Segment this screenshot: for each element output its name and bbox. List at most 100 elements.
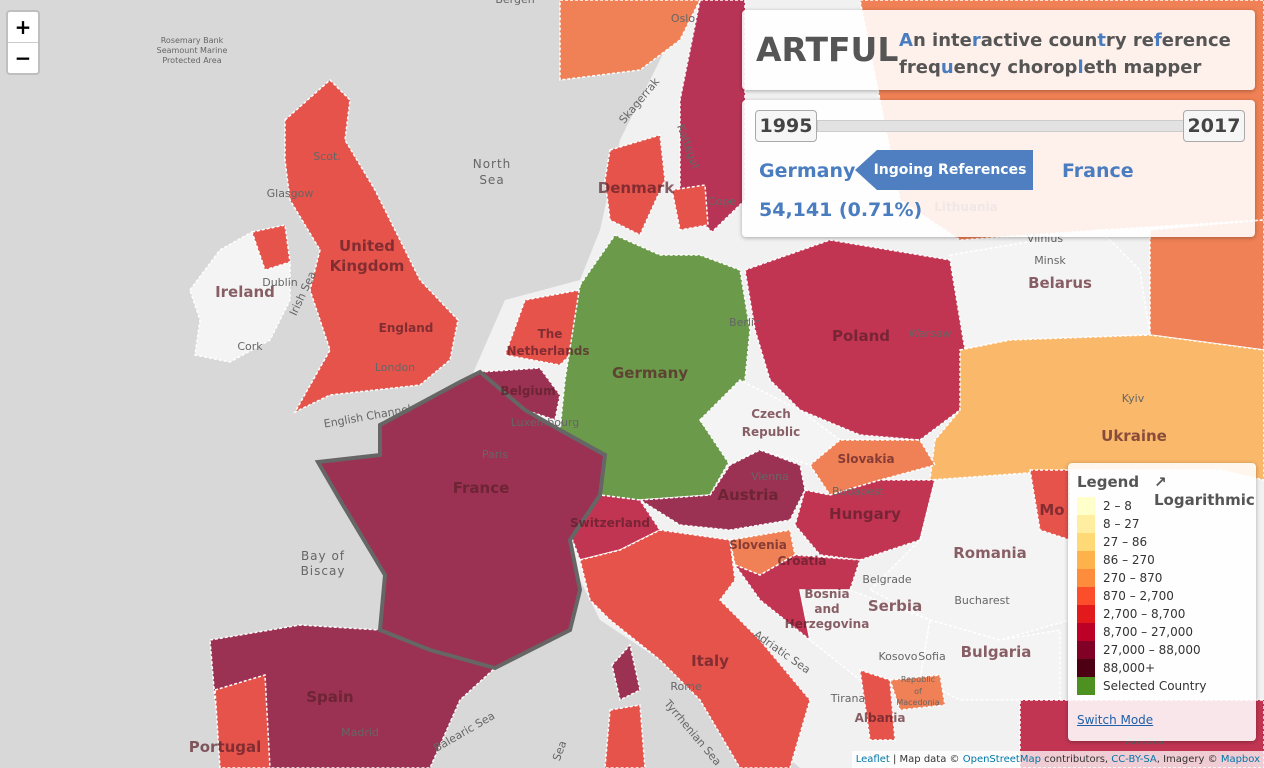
map-label: The <box>538 327 563 341</box>
map-label: Oslo <box>671 12 695 25</box>
map-label: Sea <box>479 173 504 187</box>
legend-label: Selected Country <box>1103 679 1207 693</box>
zoom-in[interactable]: + <box>14 15 32 39</box>
map-label: Protected Area <box>162 56 221 65</box>
attribution-text: contributors, <box>1044 754 1109 765</box>
map-label: Netherlands <box>506 344 589 358</box>
map-label: Romania <box>953 544 1027 562</box>
attribution: Leaflet | Map data © OpenStreetMap contr… <box>851 751 1264 768</box>
zoom-control: + − <box>6 10 40 75</box>
map-label: Albania <box>855 711 906 725</box>
map-label: England <box>379 321 434 335</box>
target-country: France <box>1062 160 1134 182</box>
legend-item: 870 – 2,700 <box>1077 587 1174 605</box>
legend-title: Legend <box>1077 473 1140 491</box>
legend-item: 8 – 27 <box>1077 515 1140 533</box>
legend-swatch <box>1077 605 1095 623</box>
map-label: Hungary <box>829 505 901 523</box>
legend-swatch <box>1077 659 1095 677</box>
map-label: Belarus <box>1028 274 1092 292</box>
map-label: Kosovo <box>878 650 917 663</box>
map-label: Germany <box>612 364 688 382</box>
legend-swatch <box>1077 497 1095 515</box>
map-label: Czech <box>751 407 791 421</box>
map-label: Rome <box>670 680 702 693</box>
map-label: Italy <box>691 652 729 670</box>
subtitle-line: frequency choropleth mapper <box>899 57 1202 78</box>
legend-item: 2,700 – 8,700 <box>1077 605 1185 623</box>
legend-swatch <box>1077 677 1095 695</box>
legend: Legend ↗ Logarithmic 2 – 8 8 – 27 27 – 86 8… <box>1068 463 1256 741</box>
map-label: Seamount Marine <box>157 46 228 55</box>
map-label: Budapest <box>832 485 885 498</box>
legend-label: 8,700 – 27,000 <box>1103 625 1193 639</box>
map-label: Tirana <box>830 692 865 705</box>
legend-label: 2 – 8 <box>1103 499 1132 513</box>
map-label: Kyiv <box>1122 392 1145 405</box>
switch-mode-link[interactable]: Switch Mode <box>1077 713 1154 727</box>
scale-toggle[interactable]: ↗ Logarithmic <box>1154 473 1255 509</box>
year-slider[interactable] <box>817 120 1186 132</box>
source-country: Germany <box>759 160 856 182</box>
map-label: and <box>814 602 839 616</box>
map-label: Scot. <box>313 150 341 163</box>
map-label: Spain <box>306 688 353 706</box>
legend-label: 27 – 86 <box>1103 535 1148 549</box>
map-label: Portugal <box>189 738 262 756</box>
map-label: North <box>473 157 512 171</box>
legend-item: 2 – 8 <box>1077 497 1132 515</box>
legend-swatch <box>1077 623 1095 641</box>
map-label: Bosnia <box>804 587 849 601</box>
legend-swatch <box>1077 551 1095 569</box>
attribution-link[interactable]: OpenStreetMap <box>962 754 1041 765</box>
map-label: Macedonia <box>896 698 939 707</box>
map-label: Cork <box>237 340 263 353</box>
legend-item: Selected Country <box>1077 677 1207 695</box>
zoom-out[interactable]: − <box>8 42 38 73</box>
map-label: Croatia <box>777 554 826 568</box>
map-label: Warsaw <box>909 327 952 340</box>
legend-label: 8 – 27 <box>1103 517 1140 531</box>
map-label: Paris <box>482 448 508 461</box>
mode-button[interactable]: Ingoing References <box>855 150 1033 190</box>
map-label: of <box>914 687 922 696</box>
map-label: Bucharest <box>954 594 1010 607</box>
attribution-link[interactable]: Leaflet <box>855 754 890 765</box>
mode-label: Ingoing References <box>873 162 1027 178</box>
map-label: Glasgow <box>267 187 314 200</box>
legend-swatch <box>1077 533 1095 551</box>
map-label: Vienna <box>751 470 789 483</box>
map-label: Bulgaria <box>961 643 1032 661</box>
start-year[interactable]: 1995 <box>755 110 817 142</box>
control-panel: 1995 2017 Germany Ingoing References Fra… <box>742 100 1255 237</box>
map-label: Poland <box>832 327 890 345</box>
map-label: Austria <box>717 486 778 504</box>
legend-label: 870 – 2,700 <box>1103 589 1174 603</box>
legend-label: 88,000+ <box>1103 661 1156 675</box>
reference-count: 54,141 (0.71%) <box>759 199 923 221</box>
legend-swatch <box>1077 587 1095 605</box>
map-label: Republic <box>901 675 935 684</box>
map-label: Herzegovina <box>785 617 870 631</box>
legend-item: 27 – 86 <box>1077 533 1147 551</box>
arrow-shape <box>855 150 1033 190</box>
map-label: Sofia <box>918 650 945 663</box>
attribution-link[interactable]: Mapbox <box>1220 754 1260 765</box>
map-label: Denmark <box>598 179 675 197</box>
map-label: Madrid <box>341 726 379 739</box>
attribution-text: | Map data © <box>892 754 960 765</box>
legend-item: 27,000 – 88,000 <box>1077 641 1201 659</box>
scale-label: Logarithmic <box>1154 491 1255 509</box>
legend-label: 86 – 270 <box>1103 553 1155 567</box>
end-year[interactable]: 2017 <box>1183 110 1245 142</box>
map-label: France <box>453 479 510 497</box>
map-label: Slovenia <box>729 538 787 552</box>
legend-label: 270 – 870 <box>1103 571 1163 585</box>
legend-label: 27,000 – 88,000 <box>1103 643 1201 657</box>
legend-swatch <box>1077 641 1095 659</box>
map-label: Dublin <box>262 276 298 289</box>
attribution-link[interactable]: CC-BY-SA <box>1111 754 1157 765</box>
map-label: Republic <box>742 425 800 439</box>
